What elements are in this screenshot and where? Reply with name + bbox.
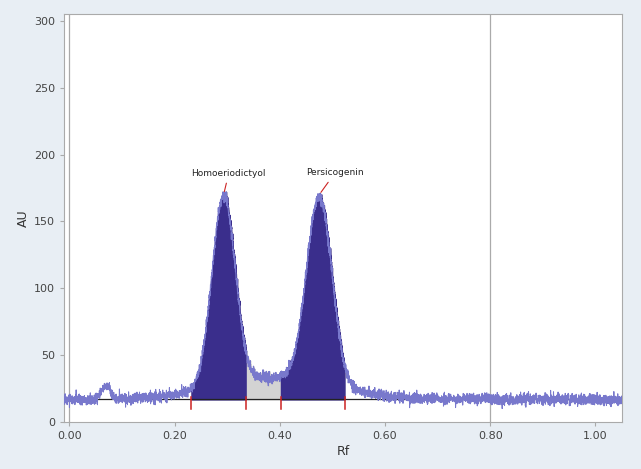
Y-axis label: AU: AU bbox=[17, 209, 29, 227]
Text: Homoeriodictyol: Homoeriodictyol bbox=[192, 169, 266, 192]
Text: Persicogenin: Persicogenin bbox=[306, 168, 364, 192]
X-axis label: Rf: Rf bbox=[337, 445, 349, 458]
